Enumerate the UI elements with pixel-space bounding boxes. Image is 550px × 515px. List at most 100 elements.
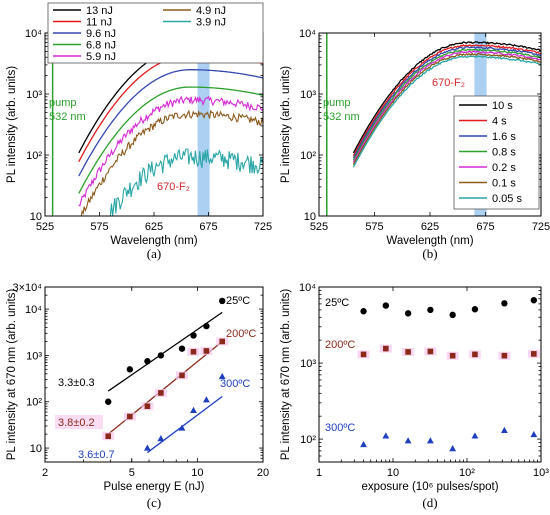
data-point-s1-5 bbox=[178, 345, 186, 352]
data-point-s1-8 bbox=[530, 297, 538, 304]
chart-panel-a: 525 575 625 675 725 10 10² 10³ 10⁴ Wavelength (nm… bbox=[6, 2, 272, 261]
x-axis-label: Pulse energy E (nJ) bbox=[104, 481, 205, 493]
fit-line-1 bbox=[107, 311, 223, 392]
y-tick-label: 10² bbox=[300, 434, 316, 446]
data-point-s2-4 bbox=[158, 390, 164, 396]
legend-entry: 5.9 nJ bbox=[86, 51, 116, 63]
y-axis-label: PL intensity at 670 nm (arb. units) bbox=[280, 289, 292, 461]
legend-entry: 4.9 nJ bbox=[196, 5, 226, 17]
y-tick-label: 10 bbox=[304, 211, 316, 223]
legend-entry: 1.6 s bbox=[492, 131, 516, 143]
series-label-3: 300ºC bbox=[220, 378, 250, 390]
data-point-s2-5 bbox=[179, 372, 185, 379]
legend-entry: 0.05 s bbox=[492, 193, 522, 205]
x-tick-label: 675 bbox=[199, 221, 217, 233]
legend-entry: 6.8 nJ bbox=[86, 40, 116, 52]
series-label-2: 200ºC bbox=[325, 339, 355, 351]
x-tick-label: 10³ bbox=[533, 467, 549, 479]
data-point-s3-2 bbox=[382, 432, 390, 439]
chart-panel-b: 525 575 625 675 725 10 10² 10³ 10⁴ Wavelength (nm… bbox=[280, 28, 550, 261]
annotation-1: pump bbox=[323, 97, 351, 109]
x-tick-label: 625 bbox=[421, 221, 439, 233]
legend-entry: 0.8 s bbox=[492, 147, 516, 159]
data-point-s2-6 bbox=[472, 351, 478, 358]
x-tick-label: 1 bbox=[316, 467, 322, 479]
data-point-s3-3 bbox=[404, 437, 412, 444]
y-tick-label: 10⁴ bbox=[299, 28, 316, 40]
x-tick-label: 625 bbox=[145, 221, 163, 233]
data-point-s1-1 bbox=[105, 398, 112, 405]
series-line-5 bbox=[78, 95, 263, 207]
legend-entry: 3.9 nJ bbox=[196, 17, 226, 29]
x-axis-label: Wavelength (nm) bbox=[110, 235, 197, 247]
data-point-s2-7 bbox=[501, 352, 508, 359]
data-point-s2-3 bbox=[144, 403, 151, 410]
highlight-band bbox=[197, 33, 210, 216]
data-point-s2-3 bbox=[405, 349, 411, 355]
data-point-s3-3 bbox=[178, 424, 186, 431]
panel-label: (d) bbox=[422, 495, 437, 510]
data-point-s2-4 bbox=[427, 348, 434, 355]
panel-label: (a) bbox=[147, 246, 161, 261]
annotation-1: pump bbox=[49, 97, 77, 109]
data-point-s3-6 bbox=[218, 372, 226, 380]
plot-area bbox=[357, 297, 540, 452]
data-point-s1-3 bbox=[144, 358, 151, 365]
x-tick-label: 525 bbox=[310, 221, 328, 233]
fit-label-2: 3.8±0.2 bbox=[58, 417, 95, 429]
data-point-s3-5 bbox=[202, 396, 210, 403]
legend-box bbox=[47, 2, 264, 64]
legend-entry: 11 nJ bbox=[86, 17, 112, 29]
fit-label-3: 3.6±0.7 bbox=[78, 449, 115, 461]
data-point-s2-8 bbox=[219, 338, 226, 345]
y-tick-label: 10² bbox=[26, 397, 42, 409]
y-tick-label: 10³ bbox=[26, 89, 42, 101]
data-point-s3-5 bbox=[449, 445, 457, 452]
axis-frame bbox=[318, 286, 542, 463]
series-line-2 bbox=[352, 44, 541, 157]
series-line-7 bbox=[352, 55, 541, 168]
x-tick-label: 675 bbox=[476, 221, 494, 233]
data-point-s3-7 bbox=[500, 426, 508, 434]
data-point-s1-6 bbox=[190, 332, 197, 339]
data-point-s1-2 bbox=[126, 366, 134, 373]
data-point-s2-1 bbox=[105, 433, 112, 440]
legend-entry: 9.6 nJ bbox=[86, 28, 116, 40]
legend-entry: 13 nJ bbox=[86, 5, 113, 17]
data-point-s3-1 bbox=[144, 444, 151, 451]
x-tick-label: 10 bbox=[191, 467, 203, 479]
data-point-s2-2 bbox=[127, 413, 133, 420]
annotation-3: 670-F₂ bbox=[157, 181, 190, 193]
y-tick-label: 10⁴ bbox=[25, 28, 42, 40]
fit-label-1: 3.3±0.3 bbox=[58, 377, 95, 389]
series-line-7 bbox=[109, 148, 263, 216]
data-point-s2-1 bbox=[360, 351, 367, 358]
data-point-s1-7 bbox=[203, 322, 210, 330]
y-tick-label: 10 bbox=[30, 443, 42, 455]
x-tick-label: 725 bbox=[254, 221, 272, 233]
y-tick-label: 10² bbox=[26, 150, 42, 162]
fit-label-shade bbox=[55, 415, 103, 429]
series-line-5 bbox=[352, 50, 541, 163]
x-tick-label: 525 bbox=[36, 221, 54, 233]
data-point-s1-1 bbox=[360, 308, 367, 315]
data-point-s2-5 bbox=[449, 352, 456, 359]
panel-label: (c) bbox=[147, 495, 161, 510]
y-tick-label: 10³ bbox=[26, 350, 42, 362]
data-point-s1-4 bbox=[427, 306, 434, 314]
data-point-s3-4 bbox=[426, 437, 434, 444]
fit-line-3 bbox=[147, 395, 223, 454]
x-tick-label: 2 bbox=[42, 467, 48, 479]
data-point-s3-6 bbox=[471, 432, 479, 439]
data-point-s1-2 bbox=[382, 302, 390, 309]
series-line-4 bbox=[352, 48, 541, 161]
legend-entry: 0.2 s bbox=[492, 162, 516, 174]
x-tick-label: 10 bbox=[387, 467, 399, 479]
y-tick-label: 10⁴ bbox=[299, 282, 316, 294]
series-line-4 bbox=[78, 86, 263, 194]
series-label-3: 300ºC bbox=[325, 422, 355, 434]
data-point-s3-8 bbox=[530, 430, 538, 438]
series-label-2: 200ºC bbox=[226, 328, 256, 340]
y-tick-label: 3×10⁴ bbox=[12, 282, 42, 294]
